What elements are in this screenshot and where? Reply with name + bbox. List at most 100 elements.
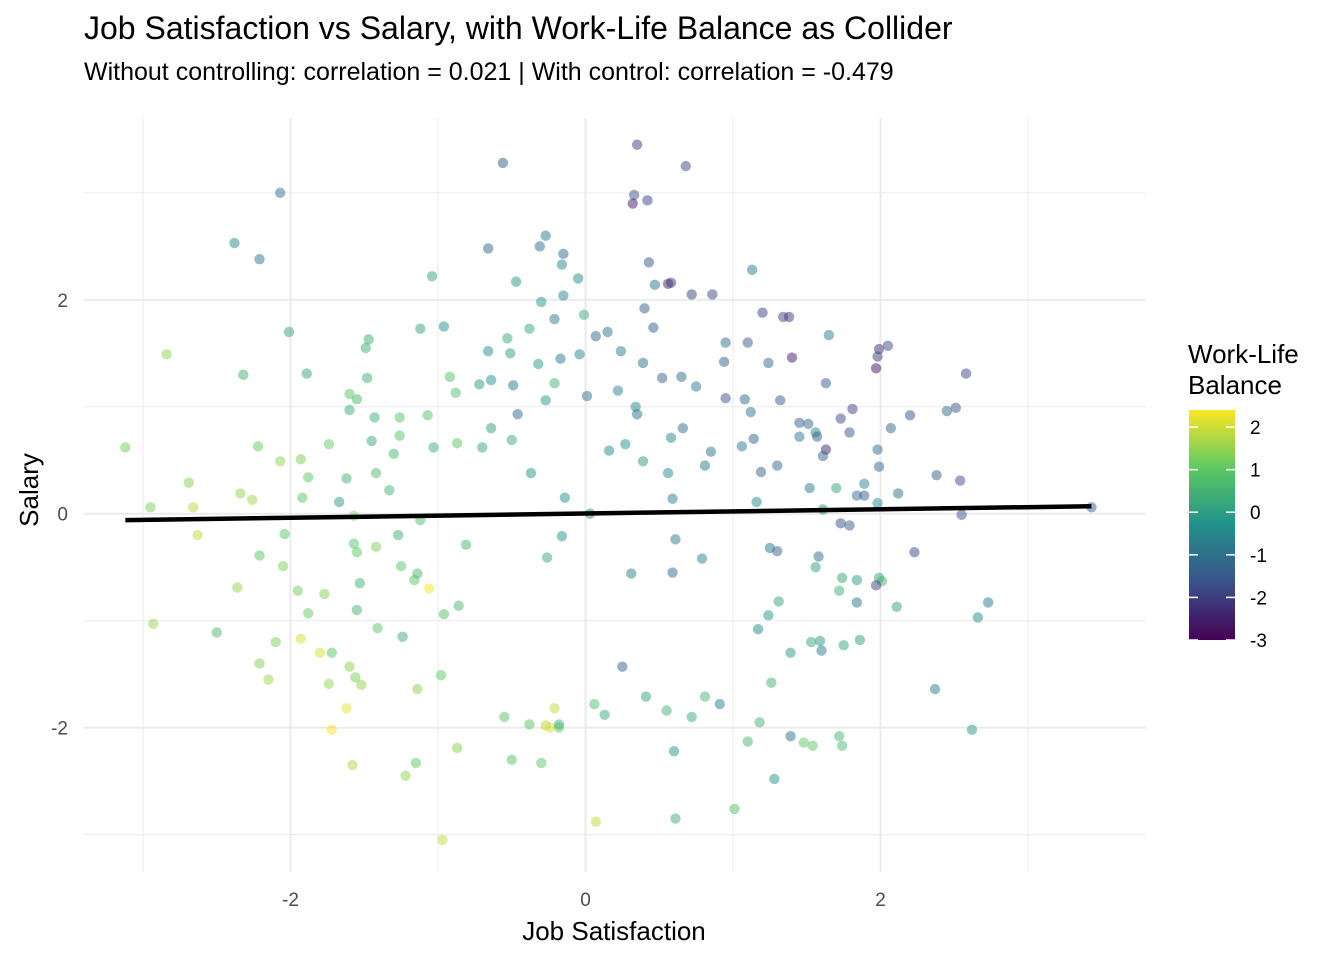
- data-point: [274, 456, 286, 467]
- data-point: [279, 528, 290, 540]
- data-point: [755, 466, 767, 478]
- data-point: [549, 703, 560, 714]
- data-point: [533, 358, 544, 370]
- data-point: [909, 547, 920, 558]
- data-point: [536, 757, 547, 769]
- data-point: [512, 409, 523, 420]
- data-point: [524, 323, 535, 334]
- data-point: [831, 482, 842, 494]
- data-point: [333, 496, 345, 508]
- data-point: [589, 698, 600, 710]
- x-tick-label: 2: [875, 890, 886, 911]
- legend-tick-label: 0: [1250, 503, 1261, 524]
- data-point: [453, 600, 464, 611]
- data-point: [705, 446, 717, 457]
- data-point: [344, 661, 355, 672]
- data-point: [347, 759, 358, 771]
- data-point: [820, 378, 832, 389]
- data-point: [626, 568, 637, 579]
- data-point: [270, 636, 281, 648]
- data-point: [187, 502, 199, 513]
- data-point: [823, 329, 835, 341]
- data-point: [813, 551, 824, 562]
- data-point: [676, 371, 687, 383]
- data-point: [714, 698, 725, 710]
- data-point: [558, 290, 569, 301]
- data-point: [803, 418, 814, 430]
- data-point: [847, 403, 858, 415]
- data-point: [617, 661, 628, 672]
- data-point: [844, 427, 855, 438]
- data-point: [277, 560, 289, 572]
- data-point: [295, 633, 307, 645]
- data-point: [811, 431, 823, 442]
- data-point: [590, 330, 602, 342]
- trend-line-group: [125, 503, 1092, 523]
- data-point: [297, 492, 308, 503]
- data-point: [739, 394, 750, 405]
- data-point: [323, 438, 335, 450]
- legend-colorbar: [1189, 410, 1235, 640]
- data-point: [637, 456, 649, 467]
- data-point: [423, 583, 435, 594]
- data-point: [785, 647, 796, 658]
- data-point: [960, 368, 972, 379]
- data-point: [807, 740, 818, 751]
- data-point: [238, 369, 249, 380]
- data-point: [370, 541, 382, 553]
- data-point: [794, 417, 805, 429]
- data-point: [485, 422, 497, 434]
- data-point: [736, 441, 748, 452]
- data-point: [810, 561, 821, 573]
- x-tick-label: -2: [282, 890, 299, 911]
- data-point: [232, 582, 243, 593]
- data-point: [872, 497, 883, 509]
- data-point: [972, 612, 984, 623]
- y-tick-label: 2: [57, 291, 68, 312]
- data-point: [670, 813, 681, 824]
- data-point: [602, 326, 613, 338]
- data-point: [631, 409, 643, 420]
- data-point: [872, 351, 883, 362]
- data-point: [437, 834, 448, 846]
- data-point: [851, 490, 863, 501]
- data-point: [745, 406, 756, 418]
- data-point: [950, 402, 961, 414]
- data-point: [301, 368, 312, 379]
- data-point: [540, 395, 551, 406]
- data-point: [344, 404, 355, 416]
- legend-tick-label: -3: [1250, 631, 1267, 652]
- data-point: [966, 724, 978, 735]
- trend-line: [125, 503, 1092, 523]
- data-point: [295, 453, 307, 465]
- data-point: [748, 433, 759, 445]
- data-point: [246, 494, 258, 506]
- data-point: [643, 257, 655, 268]
- data-point: [885, 422, 897, 434]
- data-point: [428, 442, 439, 453]
- data-point: [344, 388, 355, 400]
- data-point: [662, 467, 674, 479]
- data-point: [451, 742, 463, 754]
- data-point: [751, 496, 762, 508]
- data-point: [699, 691, 711, 702]
- data-point: [314, 647, 326, 658]
- data-point: [742, 337, 753, 348]
- data-point: [372, 622, 383, 634]
- data-point: [639, 303, 650, 314]
- data-point: [786, 352, 798, 363]
- scatter-points: [120, 139, 1097, 846]
- data-point: [524, 719, 535, 730]
- data-point: [556, 530, 568, 542]
- data-point: [549, 313, 560, 325]
- data-point: [763, 610, 774, 621]
- data-point: [835, 413, 846, 424]
- data-point: [540, 230, 551, 241]
- data-point: [686, 289, 697, 300]
- data-point: [254, 253, 265, 265]
- data-point: [410, 757, 422, 769]
- data-point: [642, 195, 653, 206]
- data-point: [798, 737, 809, 748]
- data-point: [303, 472, 314, 483]
